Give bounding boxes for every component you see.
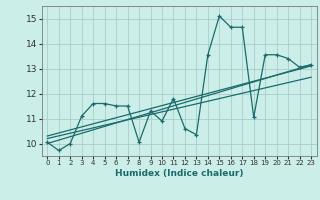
X-axis label: Humidex (Indice chaleur): Humidex (Indice chaleur): [115, 169, 244, 178]
